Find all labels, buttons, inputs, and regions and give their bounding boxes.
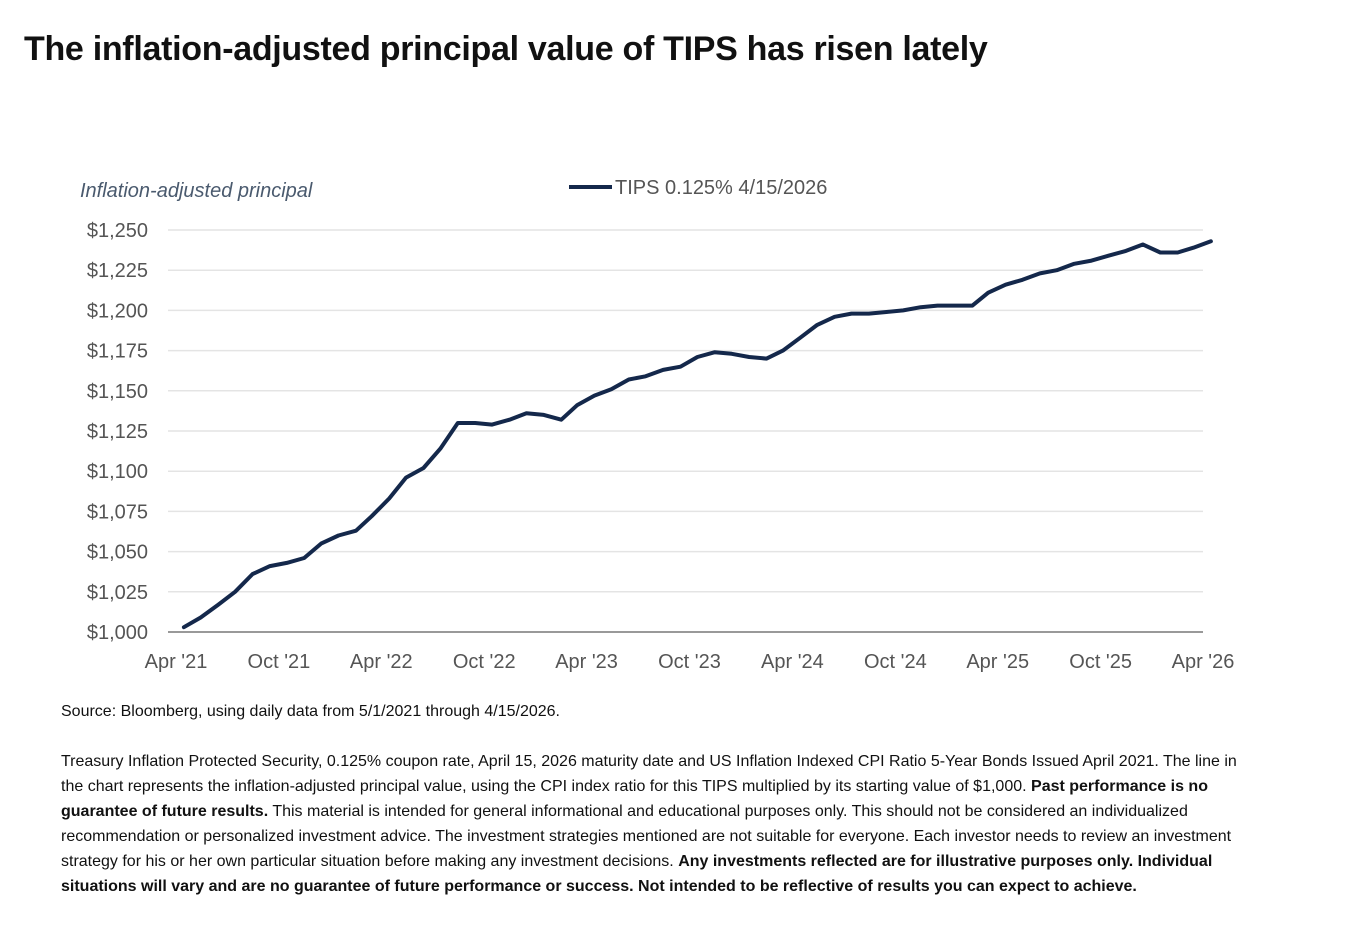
x-tick-label: Oct '22 (453, 651, 516, 673)
legend: TIPS 0.125% 4/15/2026 (569, 177, 827, 199)
x-tick-label: Oct '21 (248, 651, 311, 673)
x-tick-label: Oct '25 (1069, 651, 1132, 673)
series-line-tips (181, 239, 1213, 630)
y-tick-label: $1,200 (87, 300, 148, 322)
x-tick-label: Apr '22 (350, 651, 413, 673)
y-tick-label: $1,025 (87, 582, 148, 604)
y-tick-label: $1,225 (87, 260, 148, 282)
line-chart: Inflation-adjusted principal TIPS 0.125%… (80, 177, 1235, 673)
x-tick-label: Oct '24 (864, 651, 927, 673)
x-tick-label: Oct '23 (658, 651, 721, 673)
legend-label: TIPS 0.125% 4/15/2026 (615, 177, 827, 199)
x-tick-label: Apr '21 (145, 651, 208, 673)
y-tick-label: $1,175 (87, 341, 148, 363)
disclaimer-text-2: This material is intended for general in… (61, 803, 1232, 870)
x-tick-label: Apr '23 (555, 651, 618, 673)
y-axis-label: Inflation-adjusted principal (80, 180, 313, 202)
x-tick-label: Apr '25 (966, 651, 1029, 673)
series-points (184, 241, 1211, 627)
x-axis-ticks: Apr '21 Oct '21 Apr '22 Oct '22 Apr '23 Oct '… (145, 651, 1235, 673)
disclaimer: Treasury Inflation Protected Security, 0… (61, 749, 1261, 899)
y-tick-label: $1,075 (87, 501, 148, 523)
y-axis-ticks: $1,000 $1,025 $1,050 $1,075 $1,100 $1,125 $1,1… (87, 220, 148, 644)
disclaimer-bold-2: Any investments reflected are for illust… (61, 853, 1213, 895)
chart-title: The inflation-adjusted principal value o… (24, 30, 988, 68)
source-note: Source: Bloomberg, using daily data from… (61, 703, 560, 720)
y-tick-label: $1,000 (87, 622, 148, 644)
y-tick-label: $1,150 (87, 381, 148, 403)
y-tick-label: $1,100 (87, 461, 148, 483)
y-tick-label: $1,250 (87, 220, 148, 242)
x-tick-label: Apr '24 (761, 651, 824, 673)
disclaimer-bold-1: Past performance is no guarantee of futu… (61, 778, 1208, 820)
disclaimer-text-1: Treasury Inflation Protected Security, 0… (61, 753, 1237, 795)
y-tick-label: $1,050 (87, 542, 148, 564)
y-tick-label: $1,125 (87, 421, 148, 443)
gridlines (168, 229, 1203, 593)
x-tick-label: Apr '26 (1172, 651, 1235, 673)
